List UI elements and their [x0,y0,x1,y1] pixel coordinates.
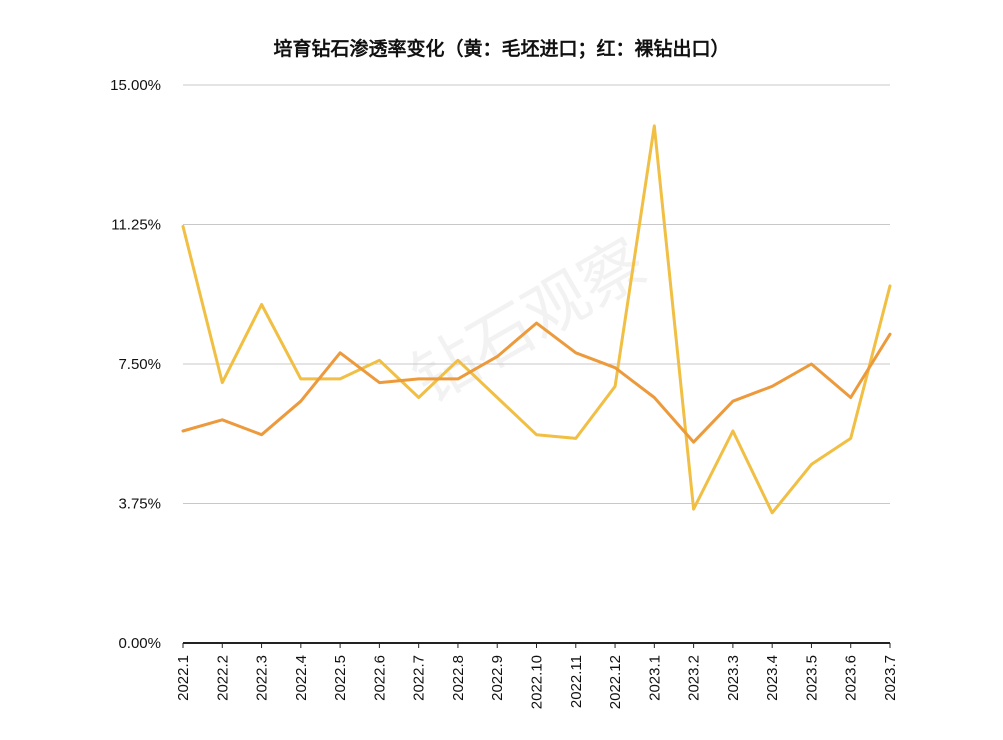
series-lines [181,124,892,515]
x-tick-label: 2023.5 [803,655,820,701]
x-tick-label: 2023.6 [843,655,860,701]
y-tick-label: 3.75% [118,496,161,513]
y-tick-label: 15.00% [110,77,161,94]
x-tick-label: 2023.2 [686,655,703,701]
watermark-text: 钻石观察 [400,226,659,418]
x-tick-label: 2022.5 [332,655,349,701]
y-axis-tick-labels: 0.00% 3.75% 7.50% 11.25% 15.00% [110,77,161,652]
x-tick-label: 2022.8 [450,655,467,701]
chart-title: 培育钻石渗透率变化（黄：毛坯进口；红：裸钻出口） [273,38,730,60]
x-tick-label: 2023.4 [764,655,781,701]
y-tick-label: 11.25% [111,217,161,234]
x-tick-label: 2022.1 [175,655,192,701]
x-tick-label: 2023.7 [882,655,899,701]
x-tick-label: 2022.11 [568,655,585,708]
x-tick-label: 2022.9 [489,655,506,701]
gridlines [183,84,890,644]
x-tick-label: 2022.2 [214,655,231,701]
x-axis-tick-labels: 2022.1 2022.2 2022.3 2022.4 2022.5 2022.6 2022… [175,643,899,709]
x-tick-label: 2022.7 [411,655,428,701]
x-tick-label: 2022.3 [254,655,271,701]
x-tick-label: 2022.6 [371,655,388,701]
series-line-1 [181,321,892,444]
x-tick-label: 2023.3 [725,655,742,701]
x-tick-label: 2022.10 [529,655,546,709]
y-tick-label: 7.50% [118,356,161,373]
x-tick-label: 2022.4 [293,655,310,701]
x-tick-label: 2022.12 [607,655,624,709]
y-tick-label: 0.00% [118,635,161,652]
series-line-0 [181,124,892,515]
x-tick-label: 2023.1 [646,655,663,701]
